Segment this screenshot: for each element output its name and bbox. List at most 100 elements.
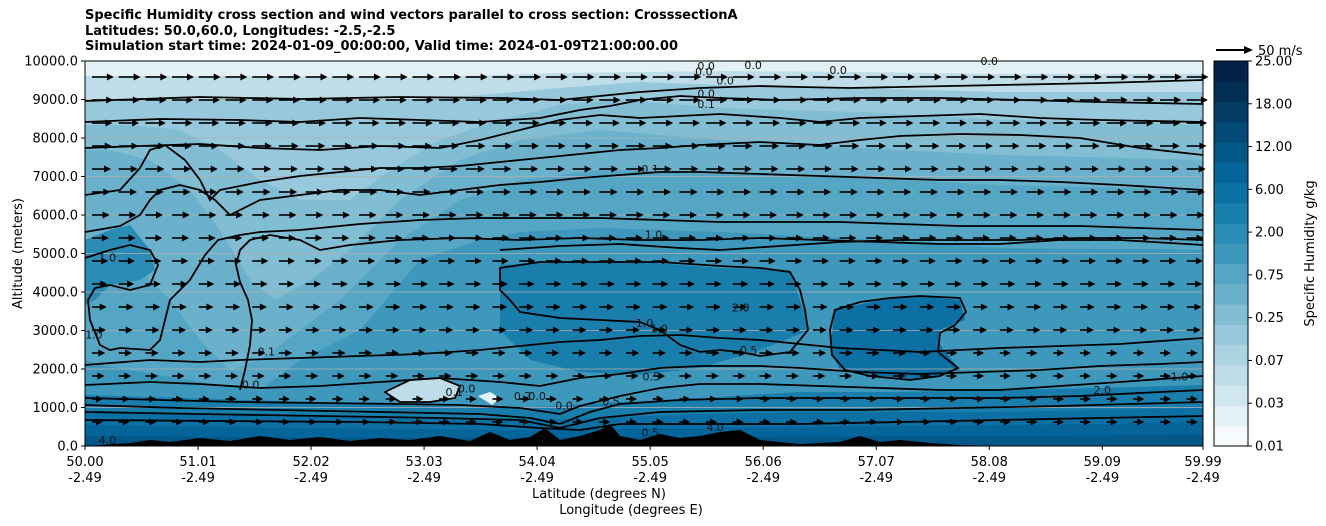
wind-vector	[572, 395, 584, 403]
wind-vector	[465, 395, 477, 403]
wind-vector	[599, 73, 622, 81]
wind-vector	[946, 257, 963, 265]
wind-vector	[839, 73, 862, 81]
wind-vector	[652, 188, 672, 196]
wind-vector	[145, 211, 163, 219]
wind-vector	[278, 142, 299, 150]
wind-vector	[1053, 73, 1076, 81]
wind-vector	[786, 326, 801, 334]
colorbar-tick-label: 2.00	[1255, 226, 1284, 241]
wind-vector	[812, 349, 827, 357]
wind-vector	[92, 119, 113, 127]
x-axis: 50.00-2.4951.01-2.4952.02-2.4953.03-2.49…	[66, 446, 1222, 486]
wind-vector	[385, 96, 407, 104]
wind-vector	[652, 234, 670, 242]
wind-vector	[572, 73, 595, 81]
wind-vector	[652, 280, 669, 288]
wind-vector	[812, 395, 824, 403]
wind-vector	[812, 234, 830, 242]
wind-vector	[812, 142, 833, 150]
wind-vector	[786, 372, 799, 380]
x-tick-label-lat: 56.06	[745, 455, 782, 470]
wind-vector	[172, 326, 187, 334]
wind-vector	[732, 418, 744, 426]
wind-vector	[359, 142, 379, 150]
wind-vector	[359, 280, 375, 288]
wind-vector	[1053, 372, 1065, 380]
wind-vector	[919, 418, 931, 426]
contour-label: 0.0	[697, 60, 715, 73]
wind-vector	[1106, 234, 1124, 242]
wind-vector	[652, 119, 674, 127]
wind-vector	[1133, 211, 1151, 219]
wind-vector	[626, 395, 637, 403]
wind-vector	[145, 165, 165, 173]
colorbar-frame	[1213, 60, 1249, 447]
wind-vector	[812, 96, 835, 104]
wind-vector	[225, 119, 246, 127]
wind-vector	[439, 326, 454, 334]
contour-line-top-1	[85, 79, 1203, 102]
wind-vector	[786, 119, 807, 127]
wind-vector	[1160, 395, 1171, 403]
wind-vector	[1053, 188, 1072, 196]
wind-vector	[786, 211, 804, 219]
wind-vector	[679, 142, 700, 150]
wind-vector	[866, 257, 883, 265]
wind-vector	[145, 188, 164, 196]
wind-vector	[706, 188, 725, 196]
wind-vector	[439, 372, 452, 380]
contour-label: 0.0	[242, 378, 260, 391]
wind-vector	[652, 349, 666, 357]
wind-vector	[786, 234, 804, 242]
x-tick-label-lon: -2.49	[972, 471, 1006, 486]
wind-vector	[198, 234, 216, 242]
wind-vector	[1160, 73, 1182, 81]
wind-vector	[973, 188, 992, 196]
wind-vector	[305, 188, 324, 196]
wind-vector	[465, 234, 483, 242]
wind-vector	[412, 188, 431, 196]
wind-vector	[1186, 119, 1208, 127]
wind-vector	[626, 73, 648, 81]
wind-vector	[359, 418, 370, 426]
wind-vector	[706, 73, 729, 81]
wind-vector	[679, 326, 694, 334]
wind-vector	[519, 234, 537, 242]
colorbar-band	[1214, 202, 1248, 224]
wind-vector	[412, 326, 427, 334]
wind-vector	[759, 73, 782, 81]
wind-vector	[1079, 349, 1091, 357]
contour-label: 0.2	[514, 390, 532, 403]
wind-vector	[866, 188, 885, 196]
wind-vector	[732, 372, 746, 380]
colorbar-band	[1214, 243, 1248, 265]
wind-vector	[946, 280, 962, 288]
x-tick-label-lat: 50.00	[66, 455, 103, 470]
wind-vector	[652, 372, 666, 380]
wind-vector	[118, 119, 140, 127]
wind-vector	[385, 372, 399, 380]
wind-vector	[919, 188, 939, 196]
y-tick-label: 6000.0	[33, 209, 79, 224]
colorbar-ticks: 0.01 0.03 0.07 0.25 0.75 2.00 6.00 12.00 18.00 25…	[1248, 55, 1292, 455]
x-tick-label-lat: 59.99	[1184, 455, 1221, 470]
wind-vector	[92, 142, 112, 150]
wind-vector	[732, 119, 754, 127]
wind-vector	[252, 165, 272, 173]
y-tick-label: 1000.0	[33, 401, 79, 416]
wind-vector	[439, 96, 461, 104]
wind-vector	[332, 96, 354, 104]
wind-vector	[786, 280, 802, 288]
wind-vector	[973, 165, 993, 173]
x-tick-label-lon: -2.49	[1186, 471, 1220, 486]
wind-vector	[118, 188, 138, 196]
wind-vector	[465, 349, 480, 357]
wind-vector	[1079, 142, 1100, 150]
wind-vector	[732, 303, 748, 311]
wind-vector	[812, 257, 830, 265]
wind-vector	[973, 119, 994, 127]
contour-labels: 0.00.00.00.00.10.0 0.00.00.11.02.01.01.00…	[85, 55, 1188, 447]
wind-vector	[1079, 211, 1098, 219]
wind-vector	[172, 119, 193, 127]
